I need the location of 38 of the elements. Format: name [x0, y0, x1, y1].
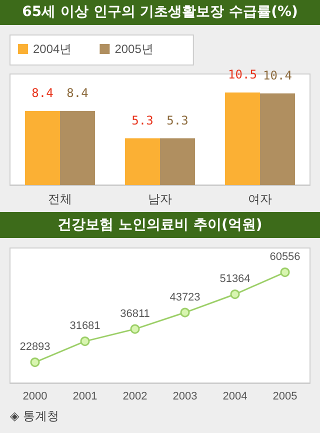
point	[130, 324, 140, 334]
data-label: 10.5	[228, 68, 257, 82]
x-tick-label: 2005	[272, 390, 298, 402]
legend-label: 2005년	[114, 42, 154, 56]
point	[30, 358, 40, 368]
chart-title: 건강보험 노인의료비 추이(억원)	[0, 212, 320, 238]
data-label: 5.3	[166, 113, 188, 128]
x-tick-label: 2002	[122, 390, 148, 402]
data-label: 8.4	[32, 86, 54, 100]
bar	[125, 138, 160, 185]
bar	[160, 138, 195, 185]
legend-label: 2004년	[33, 42, 72, 56]
x-tick-label: 여자	[248, 192, 272, 206]
data-label: 60556	[270, 251, 300, 264]
x-tick-label: 2001	[72, 390, 98, 402]
x-tick-label: 2000	[22, 390, 48, 402]
bar	[225, 92, 260, 185]
bar	[260, 93, 295, 185]
x-tick-label: 2003	[172, 390, 198, 402]
data-label: 31681	[70, 320, 100, 332]
chart-title: 65세 이상 인구의 기초생활보장 수급률(%)	[0, 0, 320, 25]
data-label: 22893	[20, 341, 50, 354]
data-label: 36811	[120, 308, 150, 320]
bar	[25, 111, 60, 185]
point	[180, 308, 190, 318]
data-label: 43723	[170, 291, 200, 304]
data-label: 5.3	[132, 113, 154, 128]
data-label: 8.4	[66, 86, 88, 100]
point	[280, 268, 290, 278]
bar	[60, 111, 95, 185]
text: ◈ 통계청	[10, 408, 60, 425]
x-tick-label: 남자	[148, 192, 172, 206]
data-label: 51364	[220, 273, 250, 286]
data-label: 10.4	[263, 68, 292, 82]
x-tick-label: 2004	[222, 390, 248, 402]
point	[80, 336, 90, 346]
point	[230, 290, 240, 300]
x-tick-label: 전체	[48, 192, 72, 206]
